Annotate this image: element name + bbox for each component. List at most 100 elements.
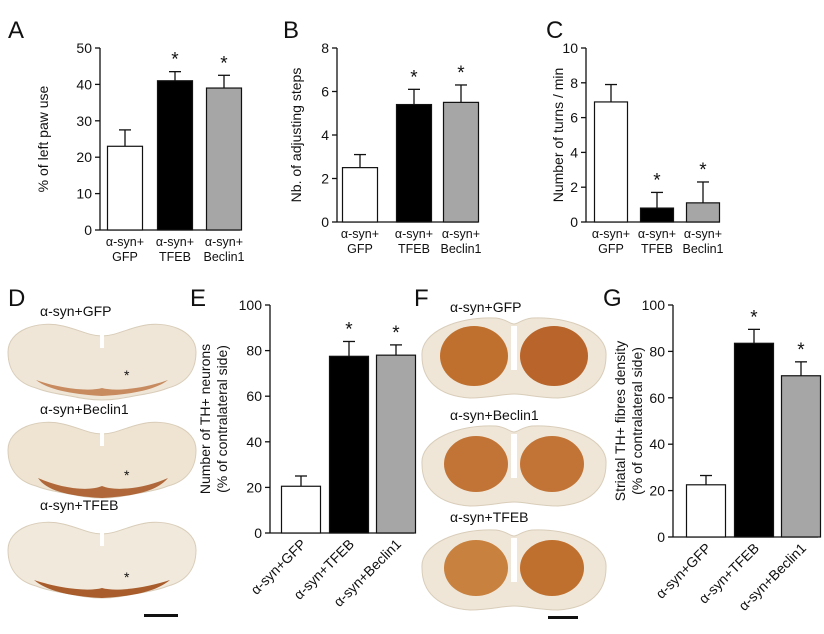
y-tick-label-g: 40 [649, 436, 665, 452]
bar-a-0 [106, 145, 144, 231]
category-label-a-2: α-syn+ [205, 235, 243, 249]
scale-bar-f [548, 616, 578, 619]
category-sublabel-b-2: Beclin1 [441, 242, 482, 256]
category-label-a-1: α-syn+ [156, 235, 194, 249]
coronal-section-tfeb [421, 529, 607, 611]
y-tick-label-b: 2 [321, 171, 329, 187]
y-axis-label-line: Number of TH+ neurons [197, 344, 213, 494]
category-label-b-1: α-syn+ [395, 227, 433, 241]
y-tick-label-c: 0 [570, 214, 578, 230]
chart-a: 0 10 20 30 40 50 % of left paw use α-syn+ GFP * α-… [35, 40, 245, 264]
bar-c-1 [639, 207, 675, 223]
chart-g: 0 20 40 60 80 100 Striatal TH+ fibres density(… [612, 297, 822, 614]
category-label-b-2: α-syn+ [442, 227, 480, 241]
y-tick-label-a: 10 [76, 186, 92, 202]
y-tick-label-c: 2 [570, 179, 578, 195]
category-label-c-2: α-syn+ [684, 227, 722, 241]
y-tick-label-e: 20 [246, 479, 262, 495]
significance-c-1: * [653, 170, 661, 191]
panel-f-label-tfeb: α-syn+TFEB [450, 509, 529, 525]
category-sublabel-c-1: TFEB [641, 242, 673, 256]
y-tick-label-c: 4 [570, 144, 578, 160]
y-tick-label-e: 100 [239, 297, 263, 313]
panel-letter-a: A [8, 17, 24, 44]
y-axis-label-line: (% of contralateral side) [214, 345, 230, 493]
bar-e-2 [375, 354, 417, 534]
panel-letter-b: B [283, 17, 299, 44]
bar-b-0 [341, 167, 379, 223]
y-axis-label-g: Striatal TH+ fibres density(% of contral… [612, 341, 645, 501]
panel-d-label-tfeb: α-syn+TFEB [40, 497, 119, 513]
y-tick-label-e: 80 [246, 343, 262, 359]
significance-b-1: * [410, 67, 418, 88]
category-label-c-0: α-syn+ [592, 227, 630, 241]
midbrain-section-beclin1: * [7, 421, 197, 499]
panel-letter-e: E [190, 285, 206, 312]
category-sublabel-a-2: Beclin1 [204, 250, 245, 264]
y-tick-label-e: 0 [254, 525, 262, 541]
y-tick-label-g: 60 [649, 390, 665, 406]
bar-a-1 [156, 80, 194, 231]
bar-b-2 [442, 101, 480, 223]
significance-c-2: * [699, 160, 707, 181]
y-tick-label-g: 0 [657, 529, 665, 545]
y-axis-label-line: Striatal TH+ fibres density [612, 341, 628, 501]
y-tick-label-a: 20 [76, 149, 92, 165]
y-axis-label-line: (% of contralateral side) [629, 347, 645, 495]
significance-g-1: * [750, 307, 758, 328]
coronal-section-gfp [421, 317, 607, 399]
bar-g-2 [780, 375, 822, 538]
category-sublabel-b-1: TFEB [398, 242, 430, 256]
bar-c-2 [685, 202, 721, 223]
y-tick-label-g: 100 [642, 297, 666, 313]
significance-a-1: * [171, 50, 179, 71]
category-sublabel-c-2: Beclin1 [683, 242, 724, 256]
panel-letter-d: D [8, 285, 25, 312]
y-tick-label-c: 6 [570, 110, 578, 126]
category-sublabel-a-0: GFP [112, 250, 138, 264]
bar-e-1 [328, 355, 370, 534]
panel-f-histology: α-syn+GFP α-syn+Beclin1 α-syn+TFEB [421, 299, 607, 619]
y-tick-label-e: 40 [246, 434, 262, 450]
midbrain-section-tfeb: * [7, 521, 197, 599]
y-tick-label-a: 30 [76, 113, 92, 129]
y-tick-label-e: 60 [246, 388, 262, 404]
panel-letter-f: F [414, 285, 429, 312]
significance-e-1: * [345, 319, 353, 340]
significance-a-2: * [220, 53, 228, 74]
y-tick-label-a: 50 [76, 40, 92, 56]
panel-letter-g: G [603, 285, 622, 312]
panel-d-histology: α-syn+GFP * α-syn+Beclin1 * α-syn+TFEB * [7, 303, 197, 617]
y-tick-label-a: 0 [84, 222, 92, 238]
y-tick-label-a: 40 [76, 76, 92, 92]
bar-a-2 [205, 87, 243, 231]
panel-letter-c: C [546, 17, 563, 44]
bar-b-1 [395, 103, 433, 223]
panel-d-label-beclin1: α-syn+Beclin1 [40, 401, 129, 417]
panel-f-label-beclin1: α-syn+Beclin1 [450, 407, 539, 423]
y-axis-label-line: Nb. of adjusting steps [288, 68, 304, 203]
y-axis-label-a: % of left paw use [35, 85, 51, 192]
y-tick-label-c: 10 [562, 40, 578, 56]
significance-b-2: * [457, 63, 465, 84]
y-tick-label-c: 8 [570, 75, 578, 91]
chart-e: 0 20 40 60 80 100 Number of TH+ neurons(% of c… [197, 297, 417, 610]
panel-d-label-gfp: α-syn+GFP [40, 303, 112, 319]
category-sublabel-b-0: GFP [347, 242, 373, 256]
significance-e-2: * [392, 323, 400, 344]
category-sublabel-c-0: GFP [598, 242, 624, 256]
panel-f-label-gfp: α-syn+GFP [450, 299, 522, 315]
bar-g-1 [733, 342, 775, 538]
y-tick-label-b: 8 [321, 40, 329, 56]
category-label-c-1: α-syn+ [638, 227, 676, 241]
coronal-section-beclin1 [421, 425, 607, 507]
lesion-marker-beclin1: * [124, 467, 130, 483]
y-tick-label-b: 0 [321, 214, 329, 230]
y-tick-label-g: 20 [649, 483, 665, 499]
y-axis-label-c: Number of turns / min [550, 68, 566, 203]
y-tick-label-b: 4 [321, 127, 329, 143]
bar-e-0 [280, 485, 322, 534]
